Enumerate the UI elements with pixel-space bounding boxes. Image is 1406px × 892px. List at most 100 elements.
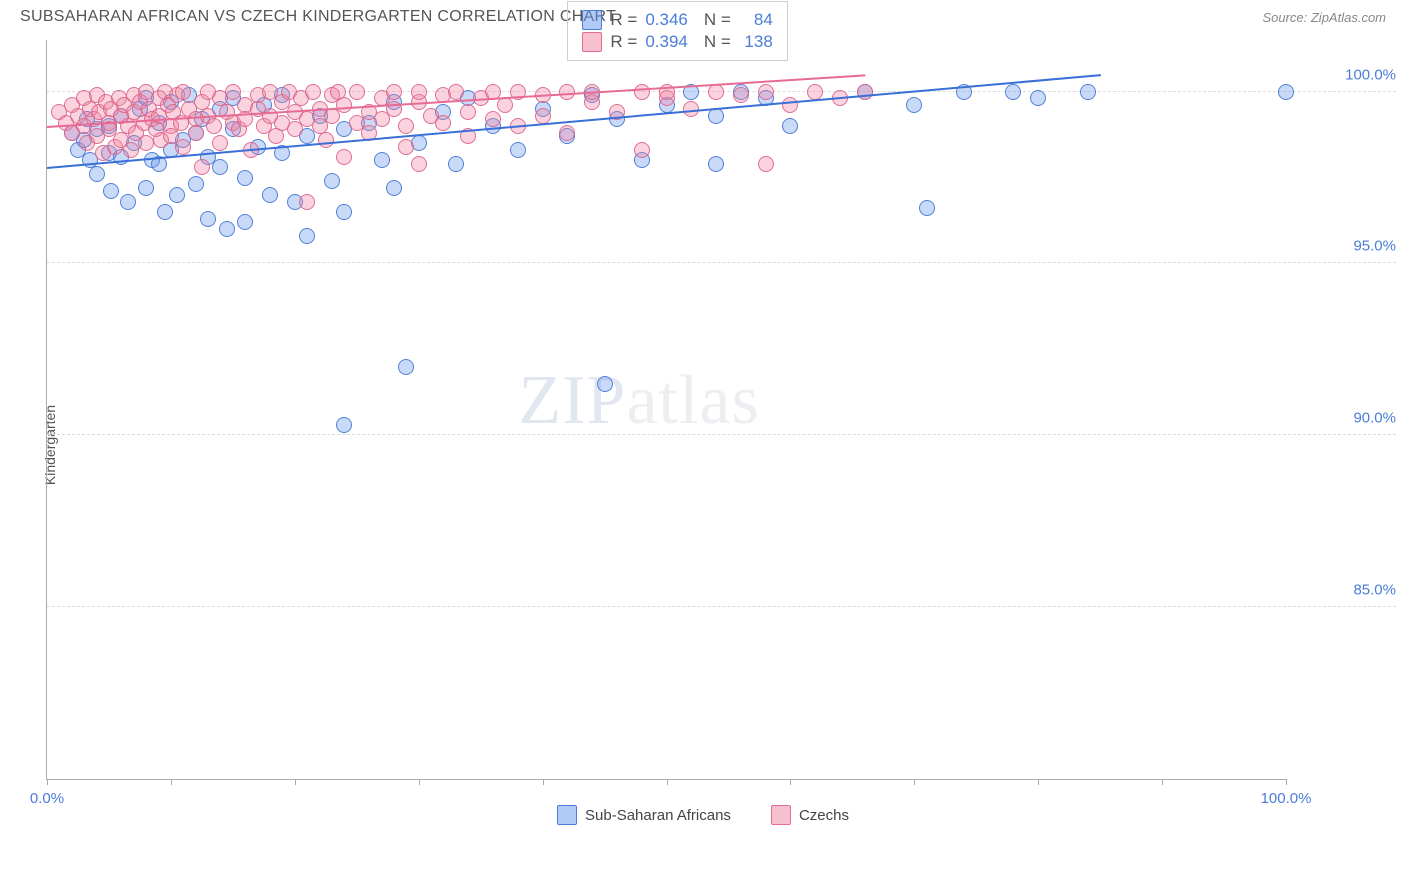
scatter-point <box>237 214 253 230</box>
scatter-point <box>733 87 749 103</box>
scatter-point <box>188 176 204 192</box>
gridline <box>47 262 1396 263</box>
scatter-point <box>398 359 414 375</box>
scatter-point <box>1080 84 1096 100</box>
stats-row: R = 0.394 N = 138 <box>582 32 772 52</box>
stats-box: R = 0.346 N = 84 R = 0.394 N = 138 <box>567 1 787 61</box>
scatter-point <box>262 187 278 203</box>
scatter-point <box>212 159 228 175</box>
stat-r-label: R = <box>610 10 637 30</box>
scatter-point <box>305 84 321 100</box>
scatter-point <box>225 84 241 100</box>
scatter-point <box>386 84 402 100</box>
stat-r-value: 0.394 <box>645 32 688 52</box>
scatter-point <box>919 200 935 216</box>
scatter-point <box>398 139 414 155</box>
x-tick <box>914 779 915 785</box>
scatter-point <box>169 187 185 203</box>
x-tick <box>1286 779 1287 785</box>
gridline <box>47 434 1396 435</box>
x-tick <box>543 779 544 785</box>
scatter-point <box>194 159 210 175</box>
chart-area: Kindergarten 85.0%90.0%95.0%100.0%0.0%10… <box>0 30 1406 860</box>
scatter-point <box>237 170 253 186</box>
scatter-point <box>349 84 365 100</box>
stats-row: R = 0.346 N = 84 <box>582 10 772 30</box>
scatter-point <box>411 156 427 172</box>
scatter-point <box>103 183 119 199</box>
scatter-point <box>336 204 352 220</box>
scatter-point <box>634 142 650 158</box>
scatter-point <box>535 108 551 124</box>
scatter-point <box>398 118 414 134</box>
scatter-point <box>120 194 136 210</box>
x-tick <box>1038 779 1039 785</box>
scatter-point <box>460 104 476 120</box>
scatter-point <box>212 135 228 151</box>
y-tick-label: 95.0% <box>1296 238 1396 255</box>
stat-r-label: R = <box>610 32 637 52</box>
scatter-point <box>336 149 352 165</box>
chart-source: Source: ZipAtlas.com <box>1262 10 1386 25</box>
scatter-point <box>374 152 390 168</box>
scatter-point <box>807 84 823 100</box>
legend: Sub-Saharan Africans Czechs <box>0 805 1406 825</box>
scatter-point <box>497 97 513 113</box>
scatter-point <box>123 142 139 158</box>
scatter-point <box>89 166 105 182</box>
scatter-point <box>318 132 334 148</box>
scatter-point <box>782 97 798 113</box>
chart-title: SUBSAHARAN AFRICAN VS CZECH KINDERGARTEN… <box>20 8 616 26</box>
swatch-icon <box>582 10 602 30</box>
x-tick <box>667 779 668 785</box>
scatter-point <box>138 135 154 151</box>
x-tick <box>295 779 296 785</box>
swatch-pink-icon <box>771 805 791 825</box>
x-tick <box>1162 779 1163 785</box>
scatter-point <box>559 125 575 141</box>
scatter-point <box>188 125 204 141</box>
scatter-point <box>782 118 798 134</box>
scatter-point <box>299 228 315 244</box>
scatter-point <box>336 417 352 433</box>
x-tick <box>790 779 791 785</box>
stat-n-value: 138 <box>739 32 773 52</box>
scatter-point <box>906 97 922 113</box>
scatter-point <box>1005 84 1021 100</box>
scatter-point <box>324 173 340 189</box>
legend-item-pink: Czechs <box>771 805 849 825</box>
scatter-point <box>200 211 216 227</box>
scatter-point <box>157 204 173 220</box>
x-tick <box>47 779 48 785</box>
watermark: ZIPatlas <box>518 361 759 441</box>
gridline <box>47 606 1396 607</box>
scatter-point <box>299 194 315 210</box>
scatter-point <box>758 84 774 100</box>
swatch-blue-icon <box>557 805 577 825</box>
stat-n-label: N = <box>704 32 731 52</box>
scatter-point <box>1030 90 1046 106</box>
stat-r-value: 0.346 <box>645 10 688 30</box>
scatter-point <box>448 84 464 100</box>
scatter-point <box>559 84 575 100</box>
scatter-point <box>206 118 222 134</box>
stat-n-label: N = <box>704 10 731 30</box>
scatter-point <box>1278 84 1294 100</box>
scatter-point <box>175 139 191 155</box>
scatter-point <box>485 111 501 127</box>
legend-label: Czechs <box>799 807 849 824</box>
scatter-point <box>138 180 154 196</box>
x-tick <box>171 779 172 785</box>
plot-region: 85.0%90.0%95.0%100.0%0.0%100.0%ZIPatlasR… <box>46 40 1286 780</box>
scatter-point <box>708 156 724 172</box>
y-tick-label: 100.0% <box>1296 66 1396 83</box>
scatter-point <box>175 84 191 100</box>
scatter-point <box>219 221 235 237</box>
legend-item-blue: Sub-Saharan Africans <box>557 805 731 825</box>
stat-n-value: 84 <box>739 10 773 30</box>
scatter-point <box>268 128 284 144</box>
x-tick <box>419 779 420 785</box>
legend-label: Sub-Saharan Africans <box>585 807 731 824</box>
scatter-point <box>411 84 427 100</box>
swatch-icon <box>582 32 602 52</box>
